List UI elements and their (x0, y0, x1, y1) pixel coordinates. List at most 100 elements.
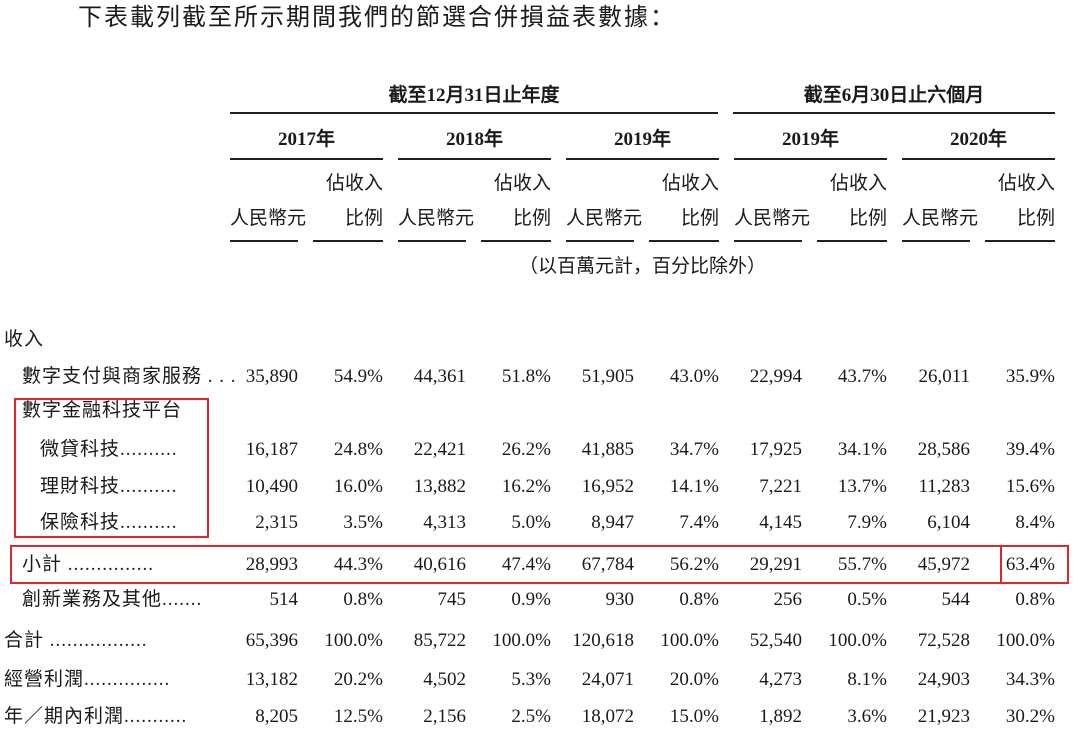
group-header: 截至6月30日止六個月 (803, 85, 985, 106)
rule (902, 240, 970, 242)
ratio-cell: 26.2% (501, 439, 551, 460)
ratio-cell: 15.6% (1005, 476, 1055, 497)
amount-cell: 44,361 (413, 366, 466, 387)
amount-cell: 65,396 (245, 630, 298, 651)
year-header: 2018年 (445, 129, 503, 150)
highlight-box (1000, 545, 1069, 584)
group-header: 截至12月31日止年度 (388, 85, 560, 106)
ratio-cell: 100.0% (660, 630, 719, 651)
year-header: 2019年 (781, 129, 839, 150)
rule (313, 240, 383, 242)
amount-cell: 72,528 (917, 630, 970, 651)
amount-cell: 41,885 (581, 439, 634, 460)
ratio-cell: 20.0% (669, 669, 719, 690)
amount-cell: 745 (437, 589, 467, 610)
ratio-cell: 16.0% (333, 476, 383, 497)
row-label: 收入 (4, 329, 45, 350)
amount-cell: 52,540 (749, 630, 802, 651)
amount-cell: 2,156 (423, 706, 466, 727)
ratio-cell: 100.0% (828, 630, 887, 651)
ratio-cell: 44.3% (333, 554, 383, 575)
ratio-cell: 3.5% (343, 512, 383, 533)
year-header: 2017年 (277, 129, 335, 150)
ratio-cell: 55.7% (837, 554, 887, 575)
amount-cell: 26,011 (918, 366, 970, 387)
rule (902, 158, 1055, 160)
amount-cell: 17,925 (749, 439, 802, 460)
ratio-cell: 100.0% (492, 630, 551, 651)
rule (481, 240, 551, 242)
ratio-cell: 0.8% (679, 589, 719, 610)
ratio-cell: 15.0% (669, 706, 719, 727)
amount-cell: 4,502 (423, 669, 466, 690)
ratio-cell: 16.2% (501, 476, 551, 497)
amount-cell: 35,890 (245, 366, 298, 387)
amount-cell: 544 (941, 589, 971, 610)
ratio-cell: 14.1% (669, 476, 719, 497)
amount-cell: 2,315 (255, 512, 298, 533)
col-header: 佔收入 (325, 173, 383, 194)
ratio-cell: 0.8% (343, 589, 383, 610)
ratio-cell: 8.1% (847, 669, 887, 690)
ratio-cell: 100.0% (996, 630, 1055, 651)
amount-cell: 6,104 (927, 512, 970, 533)
amount-cell: 13,882 (413, 476, 466, 497)
rule (734, 240, 802, 242)
rule (398, 240, 466, 242)
col-header: 佔收入 (829, 173, 887, 194)
col-header: 比例 (680, 208, 719, 229)
amount-cell: 8,947 (591, 512, 634, 533)
ratio-cell: 7.9% (847, 512, 887, 533)
ratio-cell: 100.0% (324, 630, 383, 651)
ratio-cell: 5.0% (511, 512, 551, 533)
amount-cell: 514 (269, 589, 299, 610)
col-header: 人民幣元 (566, 208, 643, 229)
rule (649, 240, 719, 242)
amount-cell: 22,994 (749, 366, 802, 387)
row-label: 小計 ............... (22, 554, 155, 575)
row-label: 數字支付與商家服務 . . . (22, 366, 237, 387)
year-header: 2020年 (949, 129, 1007, 150)
ratio-cell: 54.9% (333, 366, 383, 387)
col-header: 佔收入 (661, 173, 719, 194)
row-label: 年／期內利潤........... (4, 706, 188, 727)
col-header: 佔收入 (997, 173, 1055, 194)
row-label: 數字金融科技平台 (22, 400, 183, 421)
rule (230, 112, 718, 114)
col-header: 比例 (848, 208, 887, 229)
ratio-cell: 0.5% (847, 589, 887, 610)
ratio-cell: 30.2% (1005, 706, 1055, 727)
col-header: 人民幣元 (398, 208, 475, 229)
amount-cell: 51,905 (581, 366, 634, 387)
row-label: 微貸科技.......... (40, 439, 178, 460)
amount-cell: 8,205 (255, 706, 298, 727)
ratio-cell: 34.7% (669, 439, 719, 460)
ratio-cell: 7.4% (679, 512, 719, 533)
amount-cell: 1,892 (759, 706, 802, 727)
rule (985, 240, 1055, 242)
col-header: 人民幣元 (734, 208, 811, 229)
amount-cell: 16,952 (581, 476, 634, 497)
highlight-box (14, 398, 209, 538)
amount-cell: 13,182 (245, 669, 298, 690)
amount-cell: 45,972 (917, 554, 970, 575)
ratio-cell: 43.7% (837, 366, 887, 387)
intro: 下表載列截至所示期間我們的節選合併損益表數據： (78, 5, 676, 31)
amount-cell: 4,273 (759, 669, 802, 690)
rule (566, 240, 634, 242)
ratio-cell: 43.0% (669, 366, 719, 387)
amount-cell: 10,490 (245, 476, 298, 497)
ratio-cell: 13.7% (837, 476, 887, 497)
ratio-cell: 2.5% (511, 706, 551, 727)
ratio-cell: 56.2% (669, 554, 719, 575)
ratio-cell: 12.5% (333, 706, 383, 727)
col-header: 佔收入 (493, 173, 551, 194)
row-label: 經營利潤............... (4, 669, 171, 690)
ratio-cell: 20.2% (333, 669, 383, 690)
col-header: 比例 (344, 208, 383, 229)
amount-cell: 18,072 (581, 706, 634, 727)
rule (566, 158, 719, 160)
amount-cell: 24,903 (917, 669, 970, 690)
rule (817, 240, 887, 242)
